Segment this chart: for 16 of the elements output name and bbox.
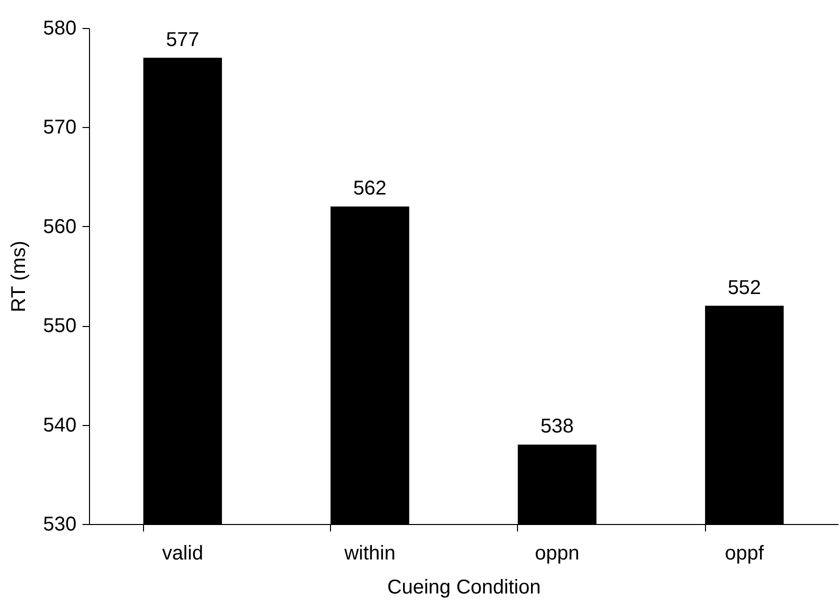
y-tick-label: 530 (43, 514, 76, 536)
x-tick-label: within (343, 542, 396, 564)
y-tick-label: 550 (43, 315, 76, 338)
data-label: 538 (540, 416, 574, 438)
y-axis-title: RT (ms) (8, 240, 30, 312)
data-label: 552 (728, 276, 762, 299)
data-label: 562 (353, 178, 387, 200)
x-axis-title: Cueing Condition (387, 576, 541, 598)
x-tick-label: valid (162, 542, 204, 564)
y-tick-label: 540 (43, 414, 76, 436)
data-label: 577 (166, 28, 200, 51)
y-tick-label: 560 (43, 216, 76, 238)
x-tick-label: oppf (724, 542, 764, 564)
y-tick-label: 580 (43, 18, 76, 40)
x-tick-label: oppn (534, 542, 580, 564)
y-tick-label: 570 (43, 116, 76, 139)
